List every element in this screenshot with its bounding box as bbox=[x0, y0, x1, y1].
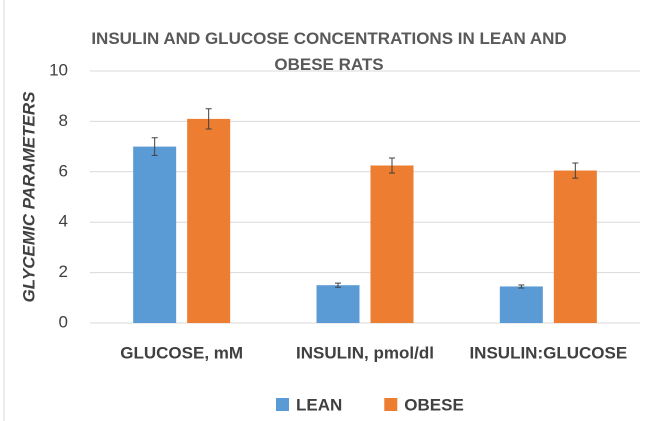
bar bbox=[370, 165, 414, 323]
error-bar bbox=[518, 284, 525, 289]
y-tick-label: 10 bbox=[49, 60, 68, 79]
error-bar bbox=[205, 108, 212, 130]
bar bbox=[499, 286, 543, 323]
error-bar bbox=[389, 157, 395, 174]
legend-label: LEAN bbox=[296, 395, 342, 414]
error-bar bbox=[572, 162, 579, 179]
y-axis-label: GLYCEMIC PARAMETERS bbox=[19, 91, 38, 303]
y-tick-label: 8 bbox=[59, 111, 68, 130]
legend-swatch bbox=[276, 398, 289, 411]
legend-swatch bbox=[384, 398, 398, 411]
x-tick-label: GLUCOSE, mM bbox=[120, 343, 243, 362]
bar bbox=[316, 285, 360, 323]
y-tick-label: 6 bbox=[59, 161, 68, 180]
bar bbox=[133, 146, 177, 323]
x-tick-label: INSULIN:GLUCOSE bbox=[469, 343, 627, 362]
bar bbox=[553, 170, 597, 323]
y-tick-label: 2 bbox=[59, 262, 68, 281]
chart-title: INSULIN AND GLUCOSE CONCENTRATIONS IN LE… bbox=[91, 29, 567, 74]
y-tick-label: 0 bbox=[59, 312, 68, 331]
error-bar bbox=[335, 282, 341, 288]
error-bar bbox=[151, 137, 158, 156]
bar bbox=[187, 118, 231, 323]
legend-label: OBESE bbox=[404, 395, 464, 414]
x-tick-label: INSULIN, pmol/dl bbox=[296, 343, 434, 362]
y-tick-label: 4 bbox=[59, 212, 68, 231]
